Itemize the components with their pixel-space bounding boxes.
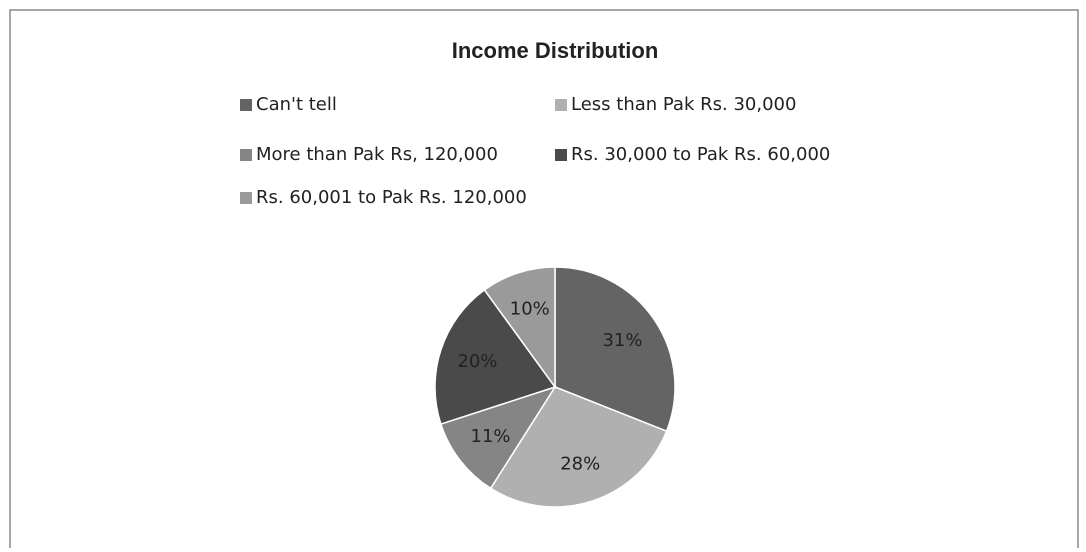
data-label: 11% [471, 426, 511, 447]
data-label: 20% [457, 351, 497, 372]
pie-slice [483, 266, 556, 390]
legend-swatch [555, 99, 567, 111]
data-label: 10% [510, 298, 550, 319]
pie-slice [439, 385, 557, 490]
chart-title: Income Distribution [452, 38, 659, 63]
legend-swatch [555, 149, 567, 161]
legend-swatch [240, 192, 252, 204]
data-label: 31% [602, 330, 642, 351]
pie-slice [489, 386, 668, 508]
data-label: 28% [560, 454, 600, 475]
pie-slice [434, 288, 557, 426]
legend-label: Can't tell [256, 94, 337, 115]
legend-label: More than Pak Rs, 120,000 [256, 144, 498, 165]
legend-label: Rs. 30,000 to Pak Rs. 60,000 [571, 144, 830, 165]
legend-swatch [240, 99, 252, 111]
legend-swatch [240, 149, 252, 161]
pie-slice [554, 266, 676, 433]
legend-label: Rs. 60,001 to Pak Rs. 120,000 [256, 187, 527, 208]
legend-label: Less than Pak Rs. 30,000 [571, 94, 796, 115]
